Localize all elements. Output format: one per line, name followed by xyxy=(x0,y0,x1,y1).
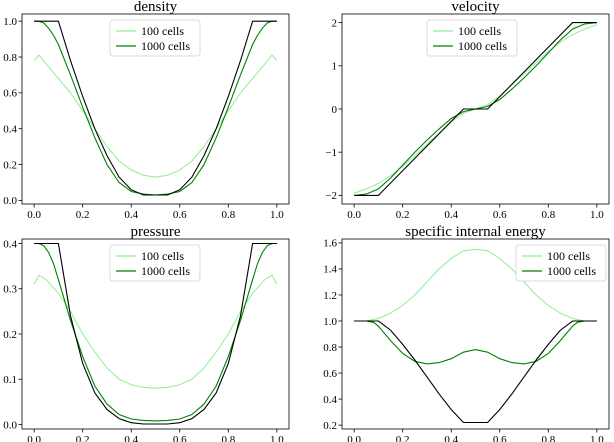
y-tick-label: 0.4 xyxy=(3,238,17,250)
x-tick-label: 1.0 xyxy=(590,434,604,442)
y-tick-label: 2 xyxy=(332,17,338,29)
legend-label: 100 cells xyxy=(458,24,501,38)
chart-panel-3: pressure 0.0 0.2 0.4 0.6 0.8 1.0 0.0 0.1 0.2 0.3 0.… xyxy=(3,224,290,442)
y-tick-label: 1.4 xyxy=(323,264,337,276)
x-tick-label: 0.4 xyxy=(444,209,458,221)
series-100-cells-line xyxy=(33,54,278,178)
y-tick-label: 0.1 xyxy=(3,374,17,386)
x-tick-label: 0.2 xyxy=(76,434,90,442)
y-tick-label: 0.4 xyxy=(3,124,17,136)
legend-box xyxy=(426,19,518,57)
x-tick-label: 0.0 xyxy=(347,434,361,442)
legend-label: 1000 cells xyxy=(141,264,190,278)
chart-panel-4: specific internal energy 0.0 0.2 0.4 0.6 0.8 1… xyxy=(323,224,610,442)
exact-solution-line xyxy=(34,242,277,425)
legend-label: 1000 cells xyxy=(547,264,596,278)
x-tick-label: 0.4 xyxy=(124,434,138,442)
chart-panel-1: density 0.0 0.2 0.4 0.6 0.8 1.0 0.0 0.2 0.4 0.6 0.8… xyxy=(3,0,290,221)
exact-solution-line xyxy=(354,320,597,424)
y-tick-label: 0.2 xyxy=(3,329,17,341)
x-tick-label: 0.8 xyxy=(541,434,555,442)
y-tick-label: −1 xyxy=(325,147,337,159)
x-tick-label: 0.8 xyxy=(221,209,235,221)
x-tick-label: 1.0 xyxy=(270,209,284,221)
chart-panel-2: velocity 0.0 0.2 0.4 0.6 0.8 1.0 −2 −1 0 1 2 100 cel… xyxy=(325,0,610,221)
y-tick-label: 0.3 xyxy=(3,284,17,296)
y-tick-label: 1.0 xyxy=(3,16,17,28)
x-tick-label: 0.6 xyxy=(493,434,507,442)
exact-solution-line xyxy=(34,20,277,196)
x-tick-label: 0.2 xyxy=(396,209,410,221)
plot-frame xyxy=(21,13,290,205)
x-tick-label: 0.6 xyxy=(493,209,507,221)
y-tick-label: 0.2 xyxy=(323,420,337,432)
y-tick-label: 1.6 xyxy=(323,238,337,250)
legend-label: 1000 cells xyxy=(458,39,507,53)
y-tick-label: 0.8 xyxy=(323,342,337,354)
series-100-cells-line xyxy=(33,274,278,389)
y-tick-label: 1.0 xyxy=(323,316,337,328)
legend-label: 100 cells xyxy=(141,24,184,38)
chart-title: density xyxy=(134,0,178,15)
legend-label: 1000 cells xyxy=(141,39,190,53)
x-tick-label: 0.0 xyxy=(27,209,41,221)
plot-frame xyxy=(341,238,610,430)
y-tick-label: 1.2 xyxy=(323,290,337,302)
series-100-cells-line xyxy=(354,248,597,322)
legend-label: 100 cells xyxy=(141,249,184,263)
x-tick-label: 0.8 xyxy=(221,434,235,442)
x-tick-label: 0.0 xyxy=(347,209,361,221)
y-tick-label: 0.2 xyxy=(3,159,17,171)
x-tick-label: 0.6 xyxy=(173,209,187,221)
x-tick-label: 1.0 xyxy=(590,209,604,221)
x-tick-label: 1.0 xyxy=(270,434,284,442)
legend-box xyxy=(515,244,607,282)
exact-solution-line xyxy=(354,22,597,196)
chart-title: pressure xyxy=(131,224,181,240)
legend-label: 100 cells xyxy=(547,249,590,263)
y-tick-label: 0.4 xyxy=(323,394,337,406)
y-tick-label: 0 xyxy=(332,104,338,116)
y-tick-label: 0.0 xyxy=(3,419,17,431)
x-tick-label: 0.4 xyxy=(444,434,458,442)
x-tick-label: 0.6 xyxy=(173,434,187,442)
legend-box xyxy=(109,244,201,282)
y-tick-label: 0.8 xyxy=(3,52,17,64)
chart-title: velocity xyxy=(451,0,500,15)
y-tick-label: −2 xyxy=(325,190,337,202)
y-tick-label: 0.6 xyxy=(323,368,337,380)
series-1000-cells-line xyxy=(34,242,277,422)
x-tick-label: 0.2 xyxy=(396,434,410,442)
x-tick-label: 0.4 xyxy=(124,209,138,221)
y-tick-label: 1 xyxy=(332,61,338,73)
series-1000-cells-line xyxy=(354,320,597,365)
x-tick-label: 0.2 xyxy=(76,209,90,221)
y-tick-label: 0.0 xyxy=(3,195,17,207)
x-tick-label: 0.8 xyxy=(541,209,555,221)
x-tick-label: 0.0 xyxy=(27,434,41,442)
y-tick-label: 0.6 xyxy=(3,88,17,100)
chart-title: specific internal energy xyxy=(405,224,546,240)
legend-box xyxy=(109,19,201,57)
